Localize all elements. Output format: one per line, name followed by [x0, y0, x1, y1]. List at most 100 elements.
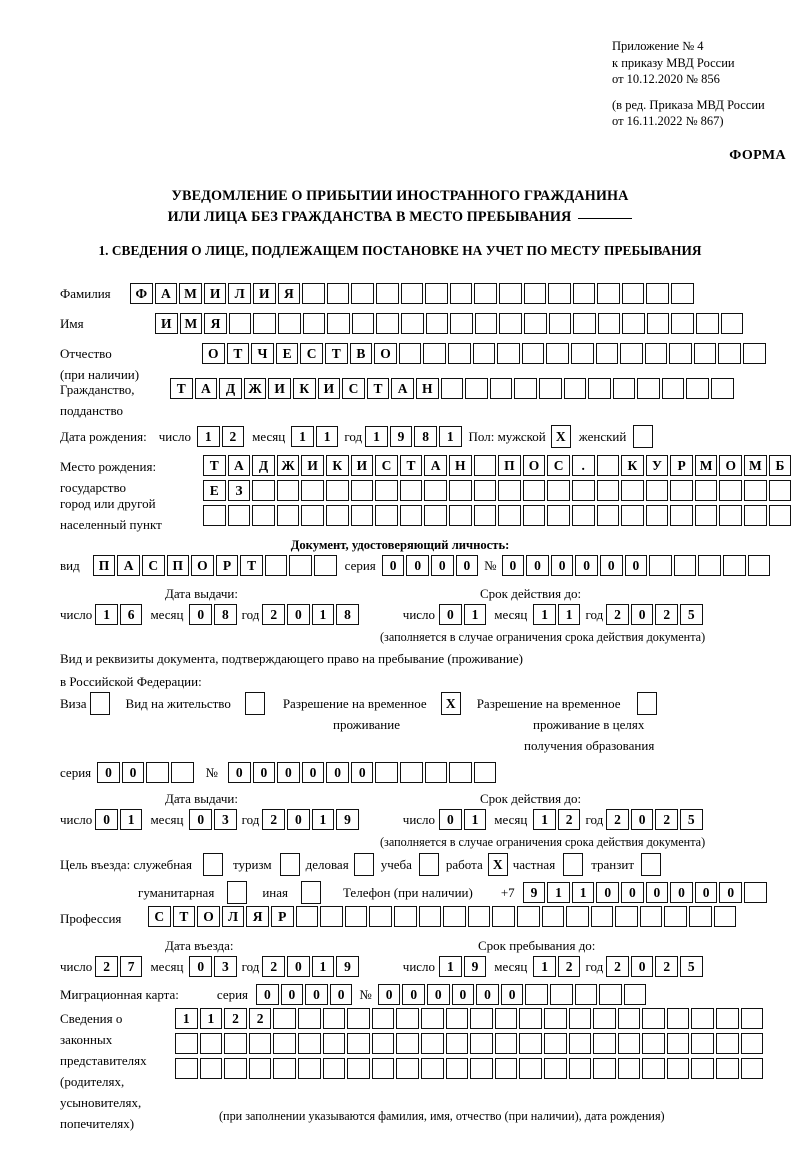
char-cell[interactable] [573, 313, 596, 334]
char-cell[interactable]: 1 [463, 809, 487, 830]
sex-male-checkbox[interactable]: X [550, 425, 571, 448]
char-cell[interactable] [568, 1008, 592, 1029]
char-cell[interactable] [489, 378, 513, 399]
char-cell[interactable]: 0 [121, 762, 145, 783]
char-cell[interactable] [691, 1033, 715, 1054]
char-cell[interactable]: 1 [557, 604, 581, 625]
char-cell[interactable]: С [141, 555, 165, 576]
char-cell[interactable]: И [268, 378, 291, 399]
char-cell[interactable]: 1 [95, 604, 118, 625]
char-cell[interactable]: 1 [438, 426, 462, 447]
char-cell[interactable]: А [391, 378, 414, 399]
char-cell[interactable]: 1 [311, 604, 335, 625]
char-cell[interactable]: С [300, 343, 323, 364]
char-cell[interactable] [326, 283, 350, 304]
char-cell[interactable] [519, 1008, 542, 1029]
char-cell[interactable] [473, 480, 497, 501]
char-cell[interactable] [691, 1008, 715, 1029]
char-cell[interactable] [621, 480, 644, 501]
char-cell[interactable] [593, 1033, 616, 1054]
char-cell[interactable] [747, 555, 771, 576]
char-cell[interactable]: 0 [280, 984, 304, 1005]
char-cell[interactable] [276, 505, 300, 526]
char-cell[interactable]: Т [170, 378, 193, 399]
char-cell[interactable]: 0 [97, 762, 120, 783]
char-cell[interactable] [440, 378, 464, 399]
char-cell[interactable]: 0 [406, 555, 429, 576]
char-cell[interactable] [248, 1033, 272, 1054]
char-cell[interactable]: О [197, 906, 220, 927]
char-cell[interactable]: 0 [427, 984, 450, 1005]
char-cell[interactable] [646, 283, 670, 304]
char-cell[interactable] [170, 762, 194, 783]
char-cell[interactable]: У [645, 455, 669, 476]
char-cell[interactable] [519, 1033, 542, 1054]
char-cell[interactable] [671, 313, 695, 334]
char-cell[interactable]: П [92, 555, 116, 576]
char-cell[interactable] [571, 505, 595, 526]
char-cell[interactable] [595, 343, 619, 364]
char-cell[interactable] [420, 1033, 444, 1054]
char-cell[interactable] [351, 283, 374, 304]
char-cell[interactable] [522, 480, 546, 501]
char-cell[interactable]: Т [399, 455, 423, 476]
char-cell[interactable]: 0 [694, 882, 718, 903]
char-cell[interactable]: 0 [402, 984, 425, 1005]
char-cell[interactable] [666, 1008, 690, 1029]
char-cell[interactable]: 1 [533, 604, 556, 625]
char-cell[interactable]: 1 [439, 956, 462, 977]
char-cell[interactable] [297, 1058, 321, 1079]
char-cell[interactable]: 2 [655, 809, 678, 830]
char-cell[interactable]: 0 [256, 984, 279, 1005]
char-cell[interactable] [670, 480, 693, 501]
char-cell[interactable] [621, 283, 645, 304]
char-cell[interactable] [320, 906, 343, 927]
char-cell[interactable] [400, 283, 424, 304]
char-cell[interactable] [620, 343, 643, 364]
char-cell[interactable]: 9 [336, 809, 359, 830]
char-cell[interactable]: 8 [214, 604, 237, 625]
char-cell[interactable]: 0 [439, 604, 462, 625]
char-cell[interactable] [224, 1058, 247, 1079]
char-cell[interactable]: Л [221, 906, 245, 927]
char-cell[interactable] [740, 1008, 764, 1029]
char-cell[interactable] [661, 378, 685, 399]
char-cell[interactable]: 2 [655, 956, 678, 977]
char-cell[interactable] [639, 906, 663, 927]
char-cell[interactable] [694, 480, 718, 501]
char-cell[interactable] [425, 313, 449, 334]
char-cell[interactable]: П [166, 555, 190, 576]
char-cell[interactable] [399, 505, 423, 526]
char-cell[interactable]: 0 [645, 882, 669, 903]
char-cell[interactable] [716, 1033, 739, 1054]
char-cell[interactable] [593, 1058, 616, 1079]
temp-residence-edu-checkbox[interactable] [636, 692, 657, 715]
char-cell[interactable] [740, 1033, 764, 1054]
char-cell[interactable] [623, 984, 647, 1005]
char-cell[interactable]: А [424, 455, 447, 476]
char-cell[interactable] [612, 378, 636, 399]
char-cell[interactable]: Ф [130, 283, 153, 304]
char-cell[interactable]: 5 [680, 956, 703, 977]
char-cell[interactable] [549, 984, 573, 1005]
char-cell[interactable] [563, 378, 587, 399]
char-cell[interactable] [716, 1058, 739, 1079]
char-cell[interactable]: 0 [599, 555, 623, 576]
char-cell[interactable]: 0 [624, 555, 648, 576]
char-cell[interactable] [590, 906, 614, 927]
char-cell[interactable] [644, 343, 668, 364]
char-cell[interactable] [376, 313, 399, 334]
char-cell[interactable]: 0 [526, 555, 549, 576]
char-cell[interactable] [596, 455, 620, 476]
char-cell[interactable]: Т [226, 343, 250, 364]
char-cell[interactable] [722, 555, 746, 576]
char-cell[interactable]: 0 [329, 984, 353, 1005]
char-cell[interactable]: К [292, 378, 316, 399]
char-cell[interactable]: 2 [221, 426, 245, 447]
char-cell[interactable]: М [179, 313, 203, 334]
char-cell[interactable]: 0 [630, 956, 654, 977]
char-cell[interactable] [666, 1058, 690, 1079]
char-cell[interactable]: Т [172, 906, 196, 927]
char-cell[interactable] [543, 1058, 567, 1079]
